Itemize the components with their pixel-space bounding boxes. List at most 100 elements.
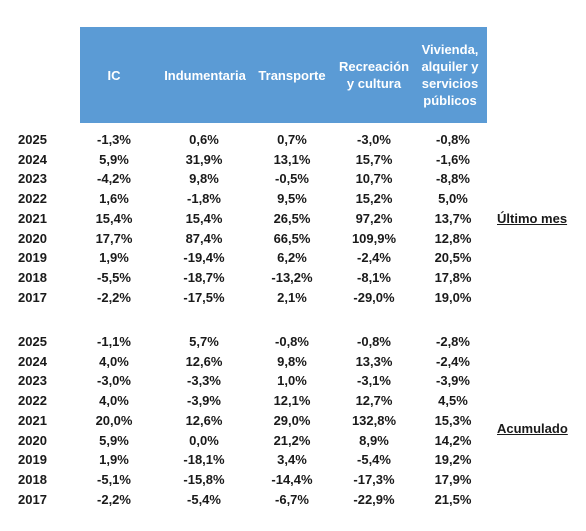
- transporte-cell: -0,5%: [275, 171, 309, 187]
- recreacion-cell: -3,0%: [357, 132, 391, 147]
- recreacion-cell: 15,2%: [355, 191, 393, 207]
- indumentaria-cell: 87,4%: [185, 230, 223, 246]
- recreacion-cell: -8,1%: [357, 269, 391, 285]
- table-row: 2019 1,9% -19,4% 6,2% -2,4% 20,5%: [0, 248, 586, 267]
- recreacion-cell: 132,8%: [351, 412, 397, 428]
- column-header-vivienda: Vivienda, alquiler y servicios públicos: [421, 42, 479, 108]
- year-cell: 2025: [18, 132, 47, 147]
- indumentaria-cell: 12,6%: [185, 412, 223, 428]
- vivienda-cell: 19,0%: [434, 289, 472, 305]
- ic-cell: -1,1%: [97, 334, 131, 349]
- ic-cell: -5,5%: [97, 269, 131, 285]
- vivienda-cell: -8,8%: [436, 171, 470, 187]
- transporte-cell: 9,5%: [277, 191, 307, 207]
- year-cell: 2020: [18, 230, 47, 246]
- table-row: 2017 -2,2% -5,4% -6,7% -22,9% 21,5%: [0, 490, 586, 509]
- year-cell: 2023: [18, 171, 47, 187]
- indumentaria-cell: 9,8%: [189, 171, 219, 187]
- transporte-cell: 26,5%: [273, 210, 311, 226]
- column-header-recreacion: Recreación y cultura: [338, 59, 410, 91]
- indumentaria-cell: -18,1%: [183, 452, 225, 468]
- table-row: 2019 1,9% -18,1% 3,4% -5,4% 19,2%: [0, 450, 586, 469]
- recreacion-cell: 13,3%: [355, 353, 393, 369]
- indumentaria-cell: -18,7%: [183, 269, 225, 285]
- year-cell: 2018: [18, 471, 47, 487]
- transporte-cell: 6,2%: [277, 250, 307, 266]
- recreacion-cell: 15,7%: [355, 151, 393, 167]
- ic-cell: 5,9%: [99, 432, 129, 448]
- vivienda-cell: 17,9%: [434, 471, 472, 487]
- ic-cell: -3,0%: [97, 373, 131, 389]
- year-cell: 2020: [18, 432, 47, 448]
- vivienda-cell: 21,5%: [434, 491, 472, 507]
- transporte-cell: 9,8%: [277, 353, 307, 369]
- vivienda-cell: 19,2%: [434, 452, 472, 468]
- indumentaria-cell: 12,6%: [185, 353, 223, 369]
- column-header-transporte: Transporte: [258, 67, 326, 83]
- recreacion-cell: 109,9%: [351, 230, 397, 246]
- table-row: 2023 -4,2% 9,8% -0,5% 10,7% -8,8%: [0, 169, 586, 188]
- vivienda-cell: -1,6%: [436, 151, 470, 167]
- ic-cell: 4,0%: [99, 393, 129, 409]
- year-cell: 2024: [18, 151, 47, 167]
- year-cell: 2019: [18, 452, 47, 468]
- indumentaria-cell: -3,9%: [187, 393, 221, 409]
- transporte-cell: 13,1%: [273, 151, 311, 167]
- ic-cell: 1,6%: [99, 191, 129, 207]
- table-row: 2024 4,0% 12,6% 9,8% 13,3% -2,4%: [0, 352, 586, 371]
- table-row: 2022 4,0% -3,9% 12,1% 12,7% 4,5%: [0, 391, 586, 410]
- vivienda-cell: -2,8%: [436, 334, 470, 349]
- table-row: 2021 20,0% 12,6% 29,0% 132,8% 15,3%: [0, 411, 586, 430]
- year-cell: 2023: [18, 373, 47, 389]
- year-cell: 2021: [18, 412, 47, 428]
- recreacion-cell: -0,8%: [357, 334, 391, 349]
- transporte-cell: 21,2%: [273, 432, 311, 448]
- year-cell: 2021: [18, 210, 47, 226]
- table-row: 2020 17,7% 87,4% 66,5% 109,9% 12,8%: [0, 229, 586, 248]
- vivienda-cell: -3,9%: [436, 373, 470, 389]
- vivienda-cell: 14,2%: [434, 432, 472, 448]
- table-row: 2023 -3,0% -3,3% 1,0% -3,1% -3,9%: [0, 371, 586, 390]
- recreacion-cell: -17,3%: [353, 471, 395, 487]
- year-cell: 2017: [18, 289, 47, 305]
- recreacion-cell: 8,9%: [359, 432, 389, 448]
- indumentaria-cell: -15,8%: [183, 471, 225, 487]
- ic-cell: 20,0%: [95, 412, 133, 428]
- vivienda-cell: -0,8%: [436, 132, 470, 147]
- table-row: 2025 -1,3% 0,6% 0,7% -3,0% -0,8%: [0, 130, 586, 149]
- indumentaria-cell: 0,6%: [189, 132, 219, 147]
- ic-cell: 1,9%: [99, 250, 129, 266]
- ic-cell: -5,1%: [97, 471, 131, 487]
- ic-cell: -1,3%: [97, 132, 131, 147]
- indumentaria-cell: 15,4%: [185, 210, 223, 226]
- ic-cell: 4,0%: [99, 353, 129, 369]
- vivienda-cell: -2,4%: [436, 353, 470, 369]
- indumentaria-cell: 0,0%: [189, 432, 219, 448]
- year-cell: 2022: [18, 393, 47, 409]
- transporte-cell: 0,7%: [277, 132, 307, 147]
- table-row: 2018 -5,5% -18,7% -13,2% -8,1% 17,8%: [0, 268, 586, 287]
- section-label-acumulado: Acumulado: [497, 421, 568, 436]
- year-cell: 2025: [18, 334, 47, 349]
- transporte-cell: 12,1%: [273, 393, 311, 409]
- year-cell: 2022: [18, 191, 47, 207]
- table-row: 2018 -5,1% -15,8% -14,4% -17,3% 17,9%: [0, 470, 586, 489]
- vivienda-cell: 15,3%: [434, 412, 472, 428]
- vivienda-cell: 5,0%: [438, 191, 468, 207]
- table-row: 2025 -1,1% 5,7% -0,8% -0,8% -2,8%: [0, 332, 586, 351]
- year-cell: 2018: [18, 269, 47, 285]
- recreacion-cell: -3,1%: [357, 373, 391, 389]
- transporte-cell: -13,2%: [271, 269, 313, 285]
- table-row: 2017 -2,2% -17,5% 2,1% -29,0% 19,0%: [0, 288, 586, 307]
- column-header-indumentaria: Indumentaria: [164, 67, 246, 83]
- recreacion-cell: 97,2%: [355, 210, 393, 226]
- section-label-ultimo-mes: Último mes: [497, 211, 568, 226]
- indumentaria-cell: -5,4%: [187, 491, 221, 507]
- indumentaria-cell: -1,8%: [187, 191, 221, 207]
- transporte-cell: 66,5%: [273, 230, 311, 246]
- recreacion-cell: -22,9%: [353, 491, 395, 507]
- ic-cell: -2,2%: [97, 289, 131, 305]
- ic-cell: 1,9%: [99, 452, 129, 468]
- indumentaria-cell: -19,4%: [183, 250, 225, 266]
- recreacion-cell: -29,0%: [353, 289, 395, 305]
